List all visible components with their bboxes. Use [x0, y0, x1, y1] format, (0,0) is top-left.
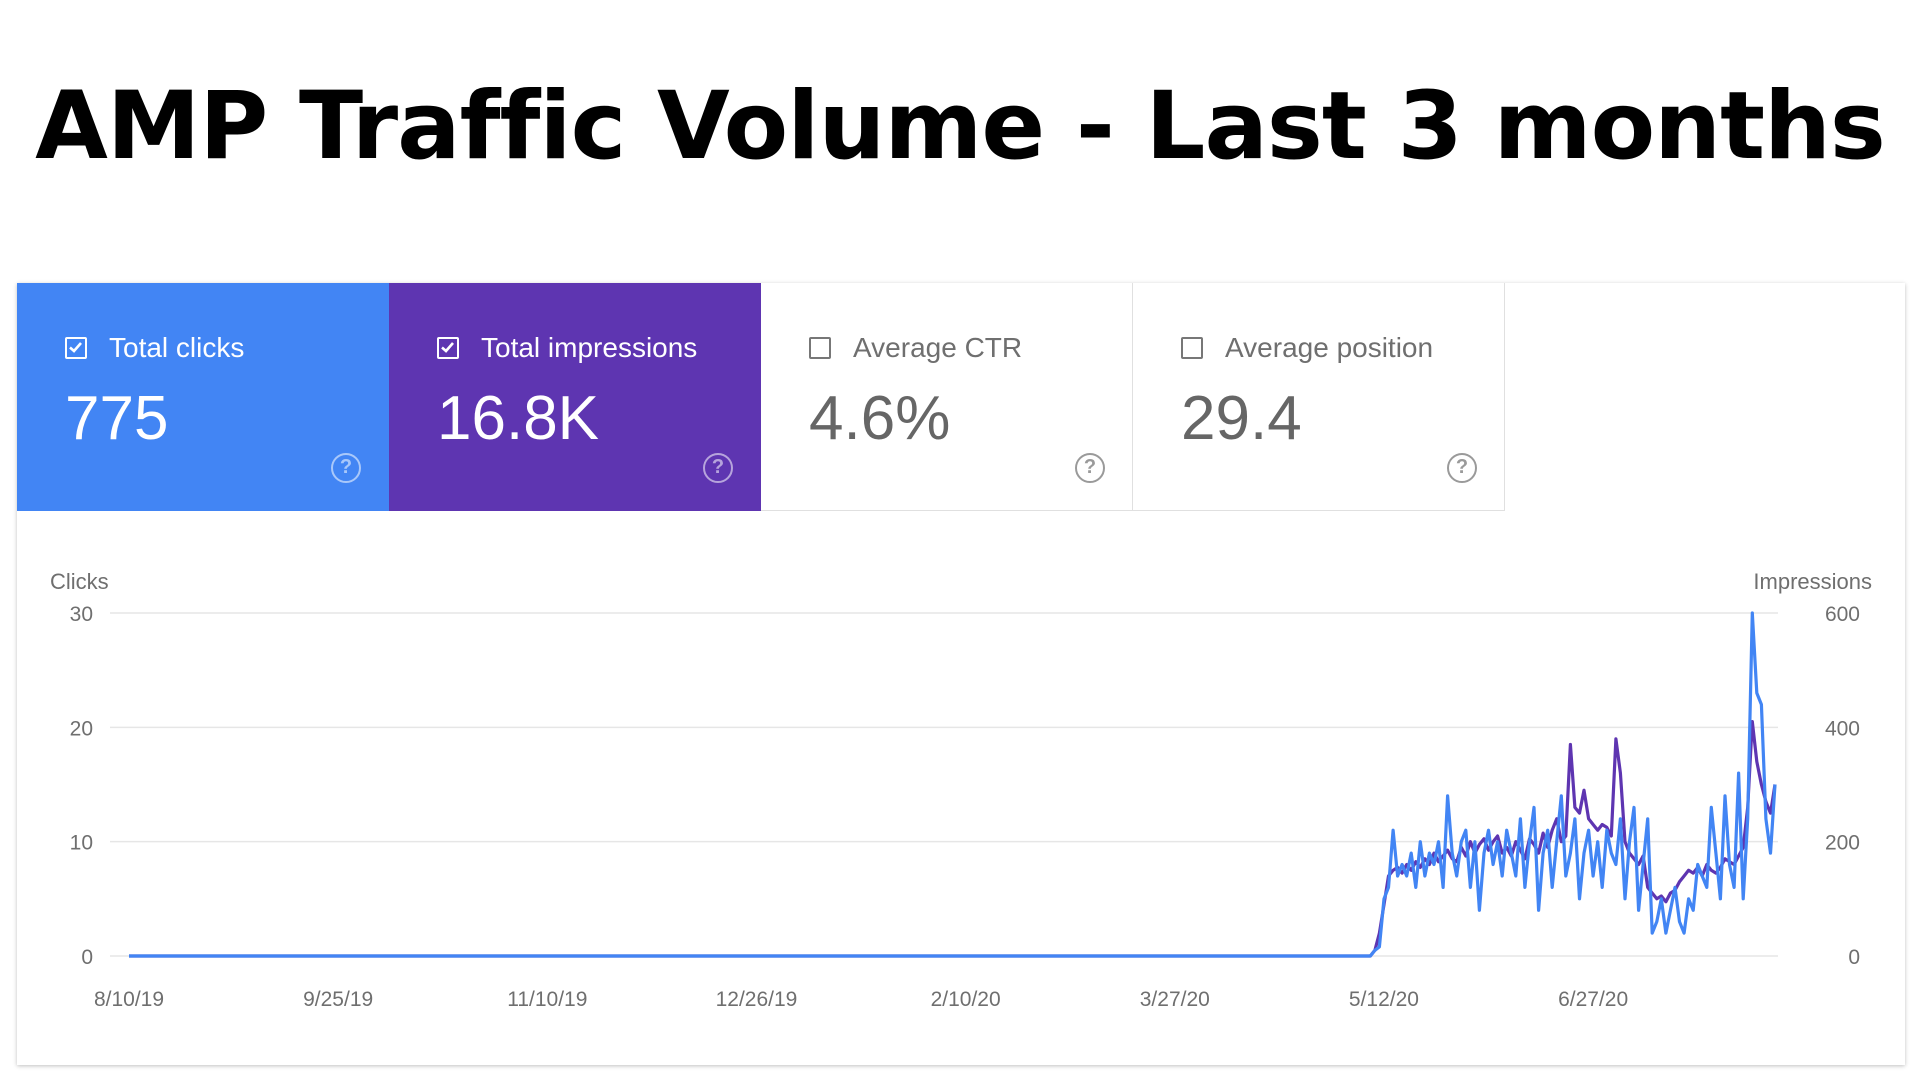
checkbox-checked-icon[interactable] [437, 337, 459, 359]
y-right-tick-label: 600 [1825, 603, 1860, 626]
help-icon[interactable]: ? [703, 453, 733, 483]
x-tick-label: 5/12/20 [1349, 988, 1419, 1011]
series-line-impressions [129, 720, 1777, 958]
help-icon[interactable]: ? [331, 453, 361, 483]
performance-panel: Total clicks 775 ? Total impressions 16.… [17, 283, 1905, 1065]
metric-card-total-impressions[interactable]: Total impressions 16.8K ? [389, 283, 761, 511]
metric-label: Total clicks [109, 332, 245, 363]
checkbox-checked-icon[interactable] [65, 337, 87, 359]
metric-card-average-ctr[interactable]: Average CTR 4.6% ? [761, 283, 1133, 511]
help-icon[interactable]: ? [1075, 453, 1105, 483]
y-right-tick-label: 200 [1825, 832, 1860, 855]
metric-label: Total impressions [481, 332, 698, 363]
y-left-tick-label: 20 [70, 717, 93, 740]
y-left-tick-label: 10 [70, 832, 93, 855]
metric-value: 775 [65, 384, 169, 453]
y-left-tick-label: 30 [70, 603, 93, 626]
metric-value: 4.6% [809, 384, 951, 453]
series-line-clicks [129, 611, 1777, 958]
checkbox-unchecked-icon[interactable] [809, 337, 831, 359]
y-right-axis-label: Impressions [1753, 569, 1872, 594]
page-title: AMP Traffic Volume - Last 3 months [35, 72, 1886, 181]
x-tick-label: 12/26/19 [716, 988, 798, 1011]
y-right-tick-label: 0 [1848, 946, 1860, 969]
y-left-axis-label: Clicks [50, 569, 109, 594]
x-tick-label: 8/10/19 [94, 988, 164, 1011]
metric-card-total-clicks[interactable]: Total clicks 775 ? [17, 283, 389, 511]
metric-cards: Total clicks 775 ? Total impressions 16.… [17, 283, 1505, 511]
x-tick-label: 9/25/19 [303, 988, 373, 1011]
performance-chart: 0 10 20 30 0 200 400 600 Clicks Impressions 8/10/1… [50, 569, 1872, 1011]
y-right-tick-label: 400 [1825, 717, 1860, 740]
metric-value: 29.4 [1181, 384, 1302, 453]
metric-label: Average position [1225, 332, 1434, 363]
metric-value: 16.8K [437, 384, 600, 453]
y-left-tick-label: 0 [81, 946, 93, 969]
x-tick-label: 3/27/20 [1140, 988, 1210, 1011]
x-tick-label: 11/10/19 [507, 988, 587, 1011]
metric-card-average-position[interactable]: Average position 29.4 ? [1133, 283, 1505, 511]
help-icon[interactable]: ? [1447, 453, 1477, 483]
x-tick-label: 6/27/20 [1558, 988, 1628, 1011]
x-tick-label: 2/10/20 [931, 988, 1001, 1011]
metric-label: Average CTR [853, 332, 1023, 363]
checkbox-unchecked-icon[interactable] [1181, 337, 1203, 359]
